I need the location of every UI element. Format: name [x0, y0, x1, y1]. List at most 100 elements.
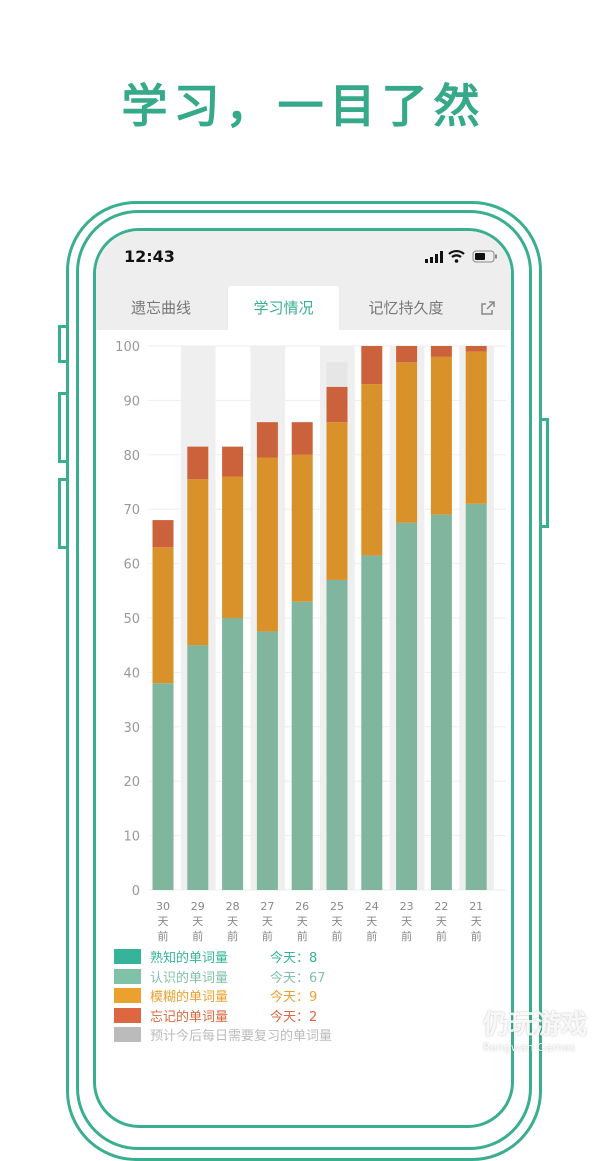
bar-segment — [187, 479, 209, 646]
signal-icon — [425, 251, 443, 263]
x-tick-label: 28 — [226, 900, 240, 913]
bar-segment — [256, 457, 278, 632]
y-tick-label: 70 — [123, 503, 140, 518]
bar-segment — [291, 422, 313, 455]
x-tick-label: 天 — [366, 915, 377, 928]
watermark-sub: Rengwan Games — [482, 1041, 576, 1054]
y-tick-label: 20 — [123, 775, 140, 790]
bar-segment — [396, 522, 418, 890]
y-tick-label: 90 — [123, 394, 140, 409]
status-bar: 12:43 遗忘曲线 学习情况 记忆持久度 — [96, 231, 511, 330]
y-tick-label: 80 — [123, 449, 140, 464]
y-tick-label: 30 — [123, 721, 140, 736]
x-tick-label: 天 — [227, 915, 238, 928]
bar-segment — [222, 618, 244, 890]
x-tick-label: 前 — [366, 929, 377, 943]
x-tick-label: 天 — [158, 915, 169, 928]
bar-segment — [152, 683, 174, 890]
legend-today-count: 今天：67 — [270, 970, 326, 986]
tab-memory-duration[interactable]: 记忆持久度 — [368, 299, 444, 317]
bar-segment — [326, 386, 348, 423]
legend-item: 认识的单词量 今天：67 — [114, 967, 332, 987]
bar-segment — [430, 346, 452, 357]
x-tick-label: 24 — [365, 900, 379, 913]
bar-segment — [326, 422, 348, 580]
x-tick-label: 前 — [227, 929, 238, 943]
stacked-bar-chart: 0 10 20 30 40 50 60 70 80 90 100 30 天前 29 天前 28 天前 27 天前 26… — [115, 340, 506, 943]
y-tick-label: 100 — [115, 340, 140, 355]
bar-segment — [326, 362, 348, 387]
bar-segment — [430, 356, 452, 515]
x-tick-label: 27 — [260, 900, 274, 913]
x-tick-label: 26 — [295, 900, 309, 913]
battery-icon — [472, 250, 497, 263]
x-tick-label: 前 — [436, 929, 447, 943]
legend-item: 熟知的单词量 今天：8 — [114, 947, 332, 967]
phone-screen: 12:43 遗忘曲线 学习情况 记忆持久度 0 10 20 30 40 50 60 70 80 9… — [93, 228, 514, 1128]
legend-swatch — [114, 1027, 141, 1043]
bar-segment — [187, 446, 209, 480]
y-tick-label: 50 — [123, 612, 140, 627]
x-tick-label: 前 — [471, 929, 482, 943]
x-tick-label: 前 — [192, 929, 203, 943]
bar-segment — [152, 520, 174, 548]
legend-swatch — [114, 949, 141, 965]
share-icon[interactable] — [480, 300, 496, 316]
y-tick-label: 40 — [123, 666, 140, 681]
y-tick-label: 0 — [132, 884, 140, 899]
x-tick-label: 天 — [471, 915, 482, 928]
status-time: 12:43 — [124, 247, 175, 266]
legend-item: 模糊的单词量 今天：9 — [114, 986, 332, 1006]
legend-label: 熟知的单词量 — [150, 951, 229, 967]
x-tick-label: 天 — [332, 915, 343, 928]
x-tick-label: 21 — [469, 900, 483, 913]
bar-segment — [222, 446, 244, 477]
tab-study-status[interactable]: 学习情况 — [228, 286, 339, 330]
bar-segment — [222, 476, 244, 618]
x-tick-label: 天 — [297, 915, 308, 928]
x-tick-label: 天 — [262, 915, 273, 928]
legend-today-count: 今天：2 — [270, 1009, 318, 1025]
x-tick-label: 天 — [401, 915, 412, 928]
bar-segment — [256, 422, 278, 458]
bar-segment — [291, 601, 313, 890]
y-tick-label: 60 — [123, 558, 140, 573]
legend-swatch — [114, 1007, 141, 1023]
watermark-name: 仍玩游戏 — [482, 1010, 587, 1040]
headline: 学习，一目了然 — [121, 79, 486, 133]
tab-forgetting-curve[interactable]: 遗忘曲线 — [130, 299, 191, 317]
bar-segment — [396, 362, 418, 523]
bar-segment — [361, 346, 383, 385]
x-tick-label: 前 — [297, 929, 308, 943]
x-tick-label: 前 — [158, 929, 169, 943]
x-tick-label: 天 — [436, 915, 447, 928]
legend-label: 模糊的单词量 — [150, 990, 229, 1006]
x-tick-label: 前 — [332, 929, 343, 943]
bar-segment — [256, 631, 278, 890]
legend-item: 预计今后每日需要复习的单词量 — [114, 1025, 332, 1045]
x-tick-label: 前 — [401, 929, 412, 943]
legend-today-count: 今天：9 — [270, 990, 318, 1006]
legend-swatch — [114, 988, 141, 1004]
bar-segment — [465, 351, 487, 504]
x-tick-label: 29 — [191, 900, 205, 913]
bar-segment — [187, 645, 209, 890]
x-tick-label: 25 — [330, 900, 344, 913]
bar-segment — [430, 514, 452, 890]
y-tick-label: 10 — [123, 830, 140, 845]
legend-swatch — [114, 968, 141, 984]
legend-item: 忘记的单词量 今天：2 — [114, 1006, 332, 1026]
bar-segment — [326, 579, 348, 890]
wifi-icon — [448, 249, 465, 263]
legend-label: 预计今后每日需要复习的单词量 — [150, 1029, 333, 1045]
x-tick-label: 天 — [192, 915, 203, 928]
bar-segment — [465, 503, 487, 890]
bar-segment — [291, 454, 313, 602]
legend-today-count: 今天：8 — [270, 951, 318, 967]
x-tick-label: 23 — [400, 900, 414, 913]
x-tick-label: 30 — [156, 900, 170, 913]
x-tick-label: 前 — [262, 929, 273, 943]
bar-segment — [361, 384, 383, 556]
bar-segment — [152, 547, 174, 684]
x-tick-label: 22 — [434, 900, 448, 913]
